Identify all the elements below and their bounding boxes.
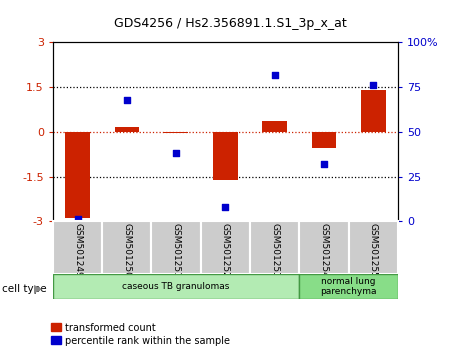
Text: caseous TB granulomas: caseous TB granulomas xyxy=(122,282,230,291)
Text: GSM501249: GSM501249 xyxy=(73,223,82,278)
FancyBboxPatch shape xyxy=(102,221,151,274)
Point xyxy=(221,204,229,210)
FancyBboxPatch shape xyxy=(348,221,397,274)
Legend: transformed count, percentile rank within the sample: transformed count, percentile rank withi… xyxy=(51,323,230,346)
Text: GSM501253: GSM501253 xyxy=(269,223,279,278)
Bar xyxy=(360,90,385,132)
Bar xyxy=(213,132,237,179)
Text: GSM501254: GSM501254 xyxy=(319,223,328,278)
Point xyxy=(123,97,130,103)
Bar xyxy=(163,132,188,133)
FancyBboxPatch shape xyxy=(299,274,397,299)
Point xyxy=(369,82,376,88)
FancyBboxPatch shape xyxy=(250,221,299,274)
Point xyxy=(270,72,278,78)
Text: GDS4256 / Hs2.356891.1.S1_3p_x_at: GDS4256 / Hs2.356891.1.S1_3p_x_at xyxy=(113,17,346,29)
Text: GSM501255: GSM501255 xyxy=(368,223,377,278)
Text: GSM501251: GSM501251 xyxy=(171,223,180,278)
Text: cell type: cell type xyxy=(2,284,47,293)
Text: ▶: ▶ xyxy=(34,284,42,293)
FancyBboxPatch shape xyxy=(53,221,102,274)
Bar xyxy=(114,127,139,132)
FancyBboxPatch shape xyxy=(53,274,299,299)
Point xyxy=(319,161,327,167)
Bar xyxy=(65,132,90,218)
Point xyxy=(74,217,81,222)
Point xyxy=(172,150,179,156)
Text: normal lung
parenchyma: normal lung parenchyma xyxy=(319,277,376,296)
FancyBboxPatch shape xyxy=(299,221,348,274)
Text: GSM501252: GSM501252 xyxy=(220,223,230,278)
Bar xyxy=(262,121,286,132)
Text: GSM501250: GSM501250 xyxy=(122,223,131,278)
FancyBboxPatch shape xyxy=(151,221,200,274)
Bar xyxy=(311,132,336,148)
FancyBboxPatch shape xyxy=(200,221,250,274)
